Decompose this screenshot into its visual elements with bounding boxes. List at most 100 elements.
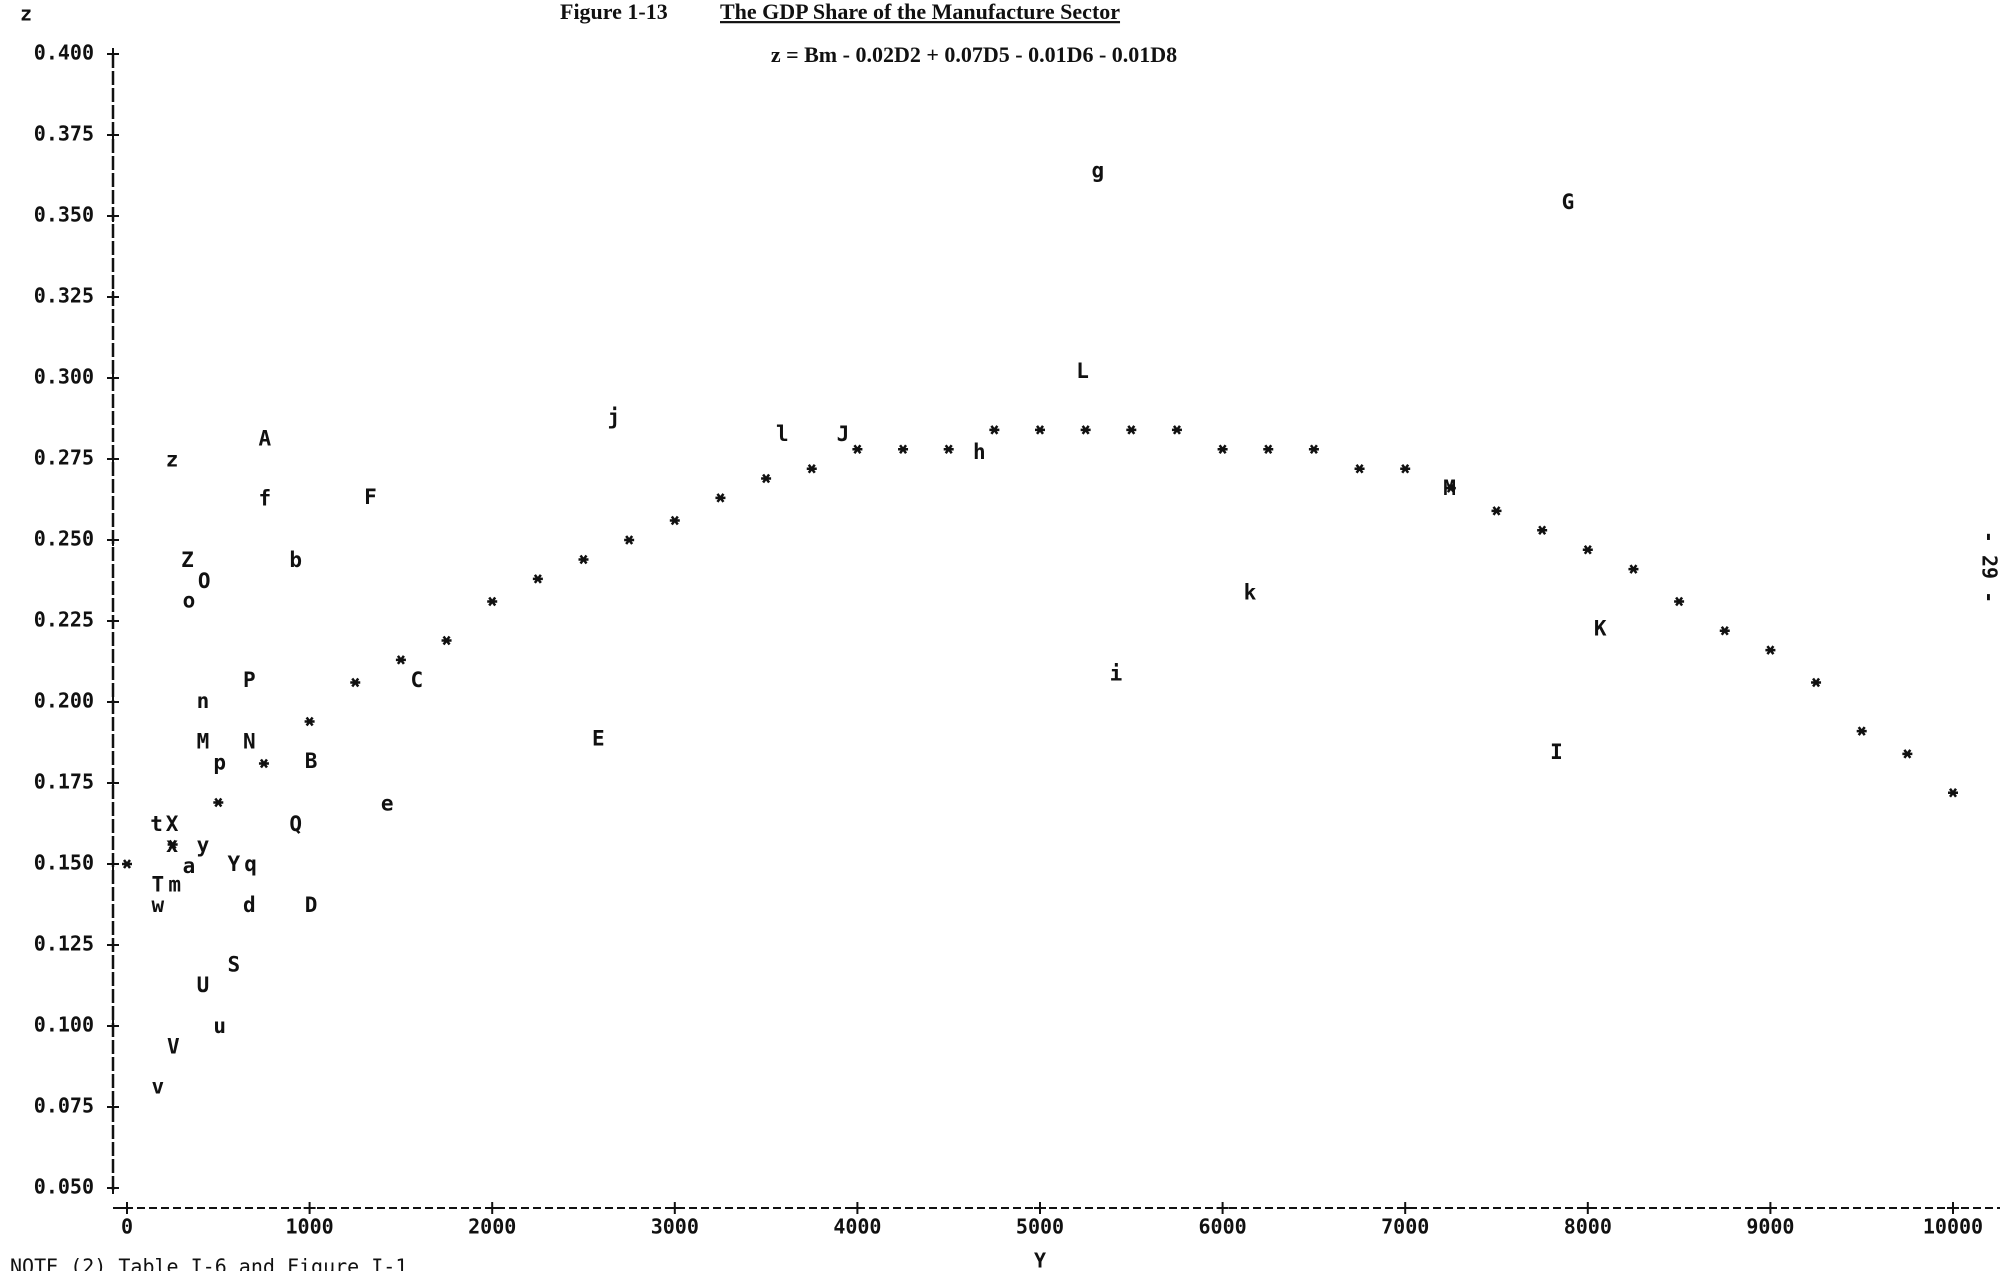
data-point: w xyxy=(152,893,165,917)
data-point: A xyxy=(259,427,272,451)
data-point: m xyxy=(168,873,181,897)
data-point: K xyxy=(1594,616,1607,640)
fitted-point xyxy=(1126,425,1137,435)
fitted-point xyxy=(669,515,680,526)
data-point: Q xyxy=(289,812,302,836)
figure-label: Figure 1-13 xyxy=(560,0,668,24)
fitted-point xyxy=(1035,425,1045,435)
fitted-point xyxy=(1171,425,1182,435)
chart-title: The GDP Share of the Manufacture Sector xyxy=(720,0,1120,24)
data-point: j xyxy=(607,405,620,429)
fitted-point xyxy=(1537,525,1548,536)
fitted-point xyxy=(304,716,315,727)
data-point: C xyxy=(410,668,423,692)
fitted-point xyxy=(578,554,589,565)
data-point: q xyxy=(244,852,257,876)
x-tick-mark xyxy=(303,1202,316,1214)
data-point: k xyxy=(1244,580,1257,604)
fitted-point xyxy=(943,444,954,455)
fitted-point xyxy=(441,635,452,646)
y-tick-label: 0.300 xyxy=(34,365,94,389)
data-point: p xyxy=(213,751,226,775)
x-tick-label: 9000 xyxy=(1746,1215,1794,1239)
data-point: M xyxy=(197,730,210,754)
fitted-point xyxy=(1811,677,1822,688)
data-point: a xyxy=(183,854,196,878)
y-tick-mark xyxy=(107,858,119,870)
data-point: y xyxy=(197,833,210,857)
x-tick-label: 7000 xyxy=(1381,1215,1429,1239)
fitted-point xyxy=(1856,726,1867,736)
y-tick-mark xyxy=(107,291,119,303)
fitted-point xyxy=(1674,596,1685,607)
y-tick-mark xyxy=(107,48,119,60)
data-point: U xyxy=(197,973,210,997)
fitted-point xyxy=(898,444,909,455)
data-point: Z xyxy=(181,548,194,572)
y-tick-mark xyxy=(107,1020,119,1032)
x-tick-label: 10000 xyxy=(1923,1215,1983,1239)
data-point: o xyxy=(183,589,196,613)
fitted-point xyxy=(532,574,543,584)
x-tick-label: 1000 xyxy=(286,1215,334,1239)
data-point: d xyxy=(243,893,256,917)
data-point: E xyxy=(592,726,605,750)
x-tick-mark xyxy=(121,1202,133,1214)
data-point: I xyxy=(1550,740,1563,764)
fitted-point xyxy=(258,758,269,769)
data-point: F xyxy=(364,485,377,509)
data-point: b xyxy=(289,548,302,572)
data-point: S xyxy=(227,952,240,976)
fitted-point xyxy=(1582,544,1593,555)
x-tick-label: 5000 xyxy=(1016,1215,1064,1239)
y-tick-label: 0.325 xyxy=(34,284,94,308)
data-point: Y xyxy=(227,852,240,876)
fitted-point xyxy=(1719,625,1730,636)
y-tick-mark xyxy=(107,210,119,222)
y-tick-label: 0.100 xyxy=(34,1013,94,1037)
x-tick-mark xyxy=(1216,1202,1229,1214)
y-tick-label: 0.275 xyxy=(34,446,94,470)
data-point: D xyxy=(305,893,318,917)
fitted-point xyxy=(1263,444,1274,455)
data-point: u xyxy=(213,1014,226,1038)
y-tick-label: 0.200 xyxy=(34,689,94,713)
fitted-point xyxy=(1902,749,1913,759)
data-point: M xyxy=(1443,476,1456,500)
chart-subtitle: z = Bm - 0.02D2 + 0.07D5 - 0.01D6 - 0.01… xyxy=(771,42,1177,67)
fitted-point xyxy=(1445,483,1456,493)
y-tick-mark xyxy=(107,939,119,951)
fitted-point xyxy=(806,463,817,474)
fitted-point xyxy=(1765,645,1776,655)
fitted-point xyxy=(122,859,132,869)
fitted-point xyxy=(1628,564,1639,574)
data-point: h xyxy=(973,440,986,464)
data-point: N xyxy=(243,730,256,754)
x-tick-label: 4000 xyxy=(833,1215,881,1239)
x-tick-label: 6000 xyxy=(1199,1215,1247,1239)
fitted-point xyxy=(715,493,726,503)
y-tick-mark xyxy=(107,129,119,141)
data-point: f xyxy=(259,487,272,511)
fitted-point xyxy=(1400,463,1411,474)
data-point: i xyxy=(1110,661,1123,685)
fitted-point xyxy=(1217,444,1228,455)
data-point: v xyxy=(152,1075,165,1099)
y-tick-mark xyxy=(107,1182,119,1194)
y-tick-mark xyxy=(107,777,119,789)
y-tick-label: 0.175 xyxy=(34,770,94,794)
y-tick-mark xyxy=(107,615,119,627)
x-tick-mark xyxy=(1764,1202,1777,1214)
y-tick-mark xyxy=(107,1101,119,1113)
data-point: T xyxy=(152,873,165,897)
fitted-point xyxy=(852,444,863,455)
fitted-point xyxy=(624,535,635,545)
fitted-point xyxy=(1354,463,1365,474)
data-point: L xyxy=(1076,359,1089,383)
x-tick-mark xyxy=(486,1202,499,1214)
data-point: t xyxy=(150,812,163,836)
page-number: - 29 - xyxy=(1978,531,2002,603)
y-tick-mark xyxy=(107,372,119,384)
y-tick-label: 0.075 xyxy=(34,1094,94,1118)
